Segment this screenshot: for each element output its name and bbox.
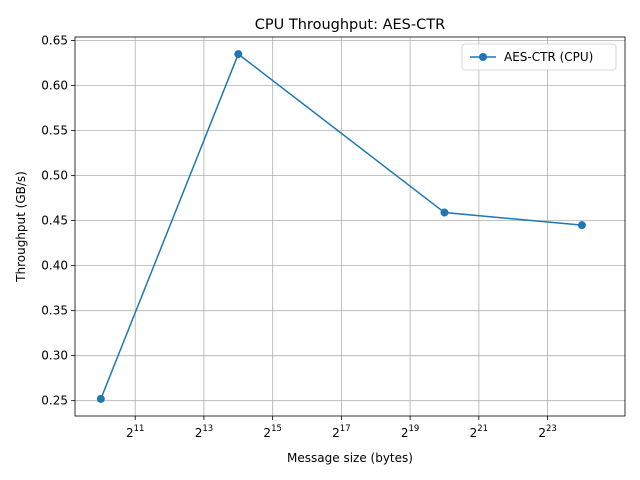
x-tick-label: 219 (401, 424, 419, 440)
y-tick-label: 0.55 (41, 124, 68, 138)
data-point (440, 208, 449, 217)
x-tick-label: 221 (470, 424, 488, 440)
x-tick-label: 223 (538, 424, 556, 440)
legend-box (461, 43, 617, 71)
legend-marker (479, 53, 487, 61)
legend-label: AES-CTR (CPU) (504, 50, 593, 64)
chart-title: CPU Throughput: AES-CTR (255, 17, 445, 33)
data-point (96, 394, 105, 403)
x-tick-label: 217 (332, 424, 350, 440)
grid-lines (75, 37, 625, 416)
x-tick-label: 211 (126, 424, 144, 440)
y-tick-label: 0.65 (41, 34, 68, 48)
y-tick-label: 0.25 (41, 394, 68, 408)
series-line (100, 52, 582, 400)
x-tick-label: 215 (263, 424, 281, 440)
y-tick-label: 0.60 (41, 79, 68, 93)
y-axis: 0.25 0.30 0.35 0.40 0.45 0.50 0.55 0.60 0.65 (41, 34, 75, 408)
plot-frame (74, 36, 626, 417)
y-tick-label: 0.30 (41, 349, 68, 363)
data-point (234, 50, 243, 59)
legend: AES-CTR (CPU) (461, 43, 617, 71)
x-axis: 211 213 215 217 219 221 223 (126, 416, 557, 440)
y-tick-label: 0.50 (41, 169, 68, 183)
data-point (577, 221, 586, 230)
y-tick-label: 0.35 (41, 304, 68, 318)
plot-area (96, 50, 586, 403)
y-tick-label: 0.40 (41, 259, 68, 273)
x-tick-label: 213 (195, 424, 213, 440)
y-axis-label: Throughput (GB/s) (14, 171, 28, 283)
y-tick-label: 0.45 (41, 214, 68, 228)
x-axis-label: Message size (bytes) (287, 451, 413, 465)
